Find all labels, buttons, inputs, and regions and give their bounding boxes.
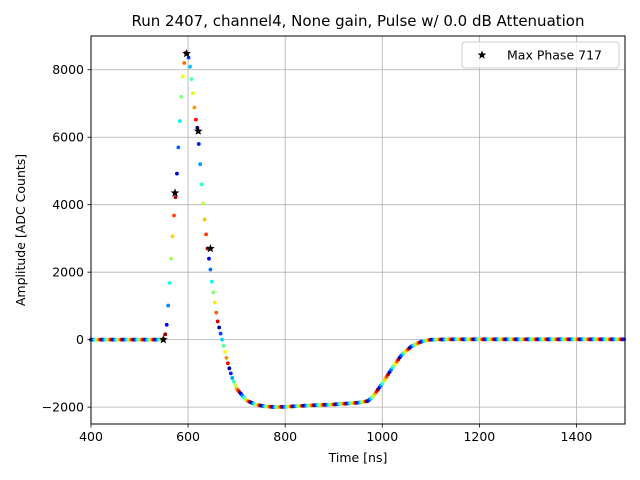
pulse-sample-point bbox=[204, 232, 208, 237]
plot-frame bbox=[90, 35, 626, 425]
pulse-sample-point bbox=[186, 55, 191, 60]
pulse-sample-point bbox=[228, 371, 233, 376]
pulse-sample-point bbox=[223, 349, 227, 354]
pulse-sample-point bbox=[182, 61, 187, 65]
x-tick-label: 1400 bbox=[561, 429, 593, 444]
pulse-sample-point bbox=[170, 234, 175, 239]
pulse-sample-point bbox=[233, 383, 238, 387]
pulse-sample-point bbox=[230, 376, 235, 380]
max-phase-star bbox=[182, 48, 192, 58]
pulse-sample-point bbox=[180, 74, 185, 79]
legend-label: Max Phase 717 bbox=[507, 48, 602, 63]
max-phase-star bbox=[193, 126, 203, 135]
pulse-sample-point bbox=[173, 195, 178, 200]
pulse-sample-point bbox=[225, 361, 230, 366]
pulse-sample-point bbox=[211, 290, 216, 295]
pulse-curve bbox=[89, 50, 626, 410]
y-tick-label: 8000 bbox=[52, 62, 84, 77]
y-tick-label: −2000 bbox=[42, 400, 84, 415]
y-tick-label: 2000 bbox=[52, 265, 84, 280]
pulse-sample-point bbox=[218, 331, 223, 336]
pulse-sample-point bbox=[231, 379, 236, 384]
pulse-sample-point bbox=[169, 256, 174, 261]
pulse-sample-point bbox=[167, 281, 172, 285]
pulse-sample-point bbox=[209, 279, 214, 284]
legend: Max Phase 717 bbox=[461, 41, 620, 69]
y-tick-label: 6000 bbox=[52, 130, 84, 145]
pulse-sample-point bbox=[215, 319, 220, 324]
y-tick-label: 4000 bbox=[52, 197, 84, 212]
pulse-sample-point bbox=[201, 201, 206, 206]
pulse-sample-point bbox=[227, 366, 232, 371]
pulse-sample-point bbox=[220, 337, 224, 342]
legend-star-marker bbox=[477, 50, 487, 59]
x-tick-label: 1200 bbox=[463, 429, 495, 444]
pulse-sample-point bbox=[198, 162, 203, 167]
pulse-sample-point bbox=[196, 142, 201, 146]
pulse-sample-point bbox=[217, 325, 222, 330]
pulse-sample-point bbox=[212, 300, 217, 305]
pulse-sample-point bbox=[189, 77, 194, 82]
y-axis-label: Amplitude [ADC Counts] bbox=[13, 154, 28, 306]
max-phase-markers bbox=[158, 48, 215, 344]
x-tick-label: 600 bbox=[176, 429, 200, 444]
pulse-sample-point bbox=[207, 256, 211, 261]
pulse-sample-point bbox=[193, 117, 198, 122]
x-tick-label: 1000 bbox=[366, 429, 398, 444]
pulse-sample-point bbox=[164, 322, 169, 327]
pulse-sample-point bbox=[208, 267, 213, 272]
max-phase-star bbox=[170, 188, 180, 197]
pulse-sample-point bbox=[172, 213, 176, 218]
legend-star-icon bbox=[477, 50, 487, 59]
x-tick-label: 400 bbox=[79, 429, 103, 444]
pulse-sample-point bbox=[192, 105, 197, 110]
pulse-sample-point bbox=[179, 94, 184, 99]
legend-box bbox=[461, 41, 620, 69]
pulse-sample-point bbox=[191, 91, 195, 96]
pulse-sample-point bbox=[221, 343, 226, 348]
chart-title: Run 2407, channel4, None gain, Pulse w/ … bbox=[132, 12, 585, 30]
pulse-sample-point bbox=[202, 217, 207, 222]
axis-ticks: 400 600 800 1000 1200 1400 −2000 0 2000 4000 6000 8… bbox=[42, 62, 593, 444]
pulse-sample-point bbox=[163, 332, 168, 337]
pulse-sample-point bbox=[177, 119, 182, 123]
pulse-sample-point bbox=[176, 145, 181, 150]
max-phase-star bbox=[206, 243, 215, 253]
x-tick-label: 800 bbox=[273, 429, 297, 444]
pulse-sample-point bbox=[214, 310, 219, 315]
pulse-sample-point bbox=[175, 171, 179, 176]
pulse-sample-point bbox=[224, 355, 229, 360]
pulse-sample-point bbox=[199, 182, 204, 187]
y-tick-label: 0 bbox=[76, 332, 84, 347]
x-axis-label: Time [ns] bbox=[328, 450, 388, 465]
pulse-sample-point bbox=[188, 64, 192, 69]
pulse-sample-point bbox=[166, 303, 171, 308]
grid bbox=[90, 36, 625, 424]
max-phase-star bbox=[158, 335, 168, 344]
